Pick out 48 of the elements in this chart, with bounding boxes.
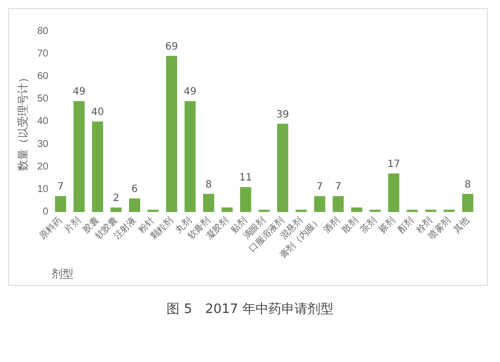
bar bbox=[92, 121, 104, 212]
data-label: 7 bbox=[57, 182, 64, 193]
x-axis-title: 剂型 bbox=[51, 267, 74, 280]
data-label: 11 bbox=[239, 172, 252, 184]
x-tick-label: 散剂 bbox=[340, 214, 360, 235]
data-label: 40 bbox=[91, 107, 104, 118]
y-tick-label: 10 bbox=[37, 184, 49, 196]
bar bbox=[277, 124, 288, 212]
x-tick-label: 搽剂 bbox=[377, 214, 397, 235]
bar bbox=[166, 56, 178, 212]
bar bbox=[74, 101, 85, 212]
bar bbox=[388, 174, 400, 212]
y-axis-title: 数量（以受理号计） bbox=[16, 72, 30, 171]
y-tick-label: 70 bbox=[37, 48, 49, 60]
bar bbox=[55, 196, 66, 212]
data-label: 69 bbox=[165, 41, 178, 52]
y-tick-label: 30 bbox=[37, 138, 49, 150]
data-label: 7 bbox=[316, 182, 323, 193]
y-tick-label: 60 bbox=[37, 70, 49, 82]
data-label: 8 bbox=[205, 179, 212, 190]
text: 图 5 2017 年中药申请剂型 bbox=[166, 301, 334, 318]
bar bbox=[184, 101, 196, 212]
y-tick-label: 80 bbox=[37, 26, 49, 37]
x-tick-label: 其他 bbox=[451, 214, 471, 235]
x-tick-label: 茶剂 bbox=[358, 214, 378, 235]
data-label: 39 bbox=[276, 109, 290, 120]
y-tick-label: 50 bbox=[37, 94, 49, 105]
bar bbox=[129, 198, 140, 212]
data-label: 49 bbox=[184, 86, 196, 98]
bar bbox=[110, 207, 122, 212]
data-label: 17 bbox=[387, 159, 400, 170]
bar bbox=[462, 194, 474, 212]
y-tick-label: 40 bbox=[37, 116, 49, 128]
data-label: 49 bbox=[72, 86, 86, 98]
y-tick-label: 20 bbox=[37, 161, 49, 172]
bar bbox=[240, 187, 252, 212]
x-tick-label: 片剂 bbox=[62, 214, 82, 235]
data-label: 7 bbox=[335, 182, 342, 193]
bar bbox=[351, 207, 362, 212]
data-label: 6 bbox=[131, 184, 138, 195]
x-tick-label: 酊剂 bbox=[396, 214, 416, 235]
bar bbox=[203, 194, 214, 212]
bar bbox=[332, 196, 344, 212]
data-label: 8 bbox=[464, 179, 471, 190]
x-tick-label: 酒剂 bbox=[322, 214, 342, 235]
bar bbox=[222, 207, 233, 212]
data-label: 2 bbox=[112, 193, 120, 204]
bar bbox=[314, 196, 326, 212]
